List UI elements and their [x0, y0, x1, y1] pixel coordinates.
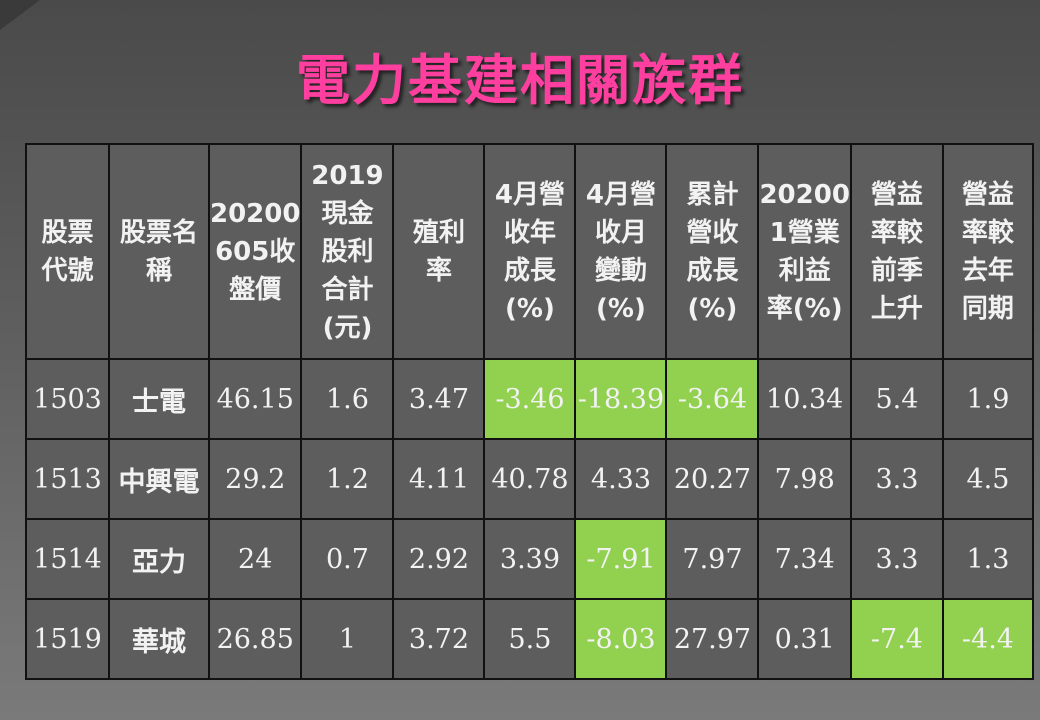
table-row: 1519 華城 26.85 1 3.72 5.5 -8.03 27.97 0.31 -7.4 -4.… — [25, 598, 1034, 680]
stock-name: 亞力 — [108, 518, 210, 600]
table-cell: 0.31 — [757, 598, 852, 680]
stock-name: 中興電 — [108, 438, 210, 520]
table-cell: -8.03 — [574, 598, 668, 680]
table-cell: 3.47 — [392, 358, 486, 440]
table-cell: 4.33 — [574, 438, 668, 520]
table-cell: -3.46 — [483, 358, 577, 440]
table-cell: -7.91 — [574, 518, 668, 600]
slide-title: 電力基建相關族群 — [296, 49, 744, 112]
table-cell: 1514 — [25, 518, 110, 600]
table-cell: -7.4 — [849, 598, 944, 680]
table-cell: 1.2 — [300, 438, 395, 520]
header-cell: 累計 營收 成長 (%) — [665, 143, 760, 360]
header-cell: 20200 1營業 利益 率(%) — [757, 143, 852, 360]
table-cell: 10.34 — [757, 358, 852, 440]
table-cell: 3.3 — [849, 518, 944, 600]
table-cell: 7.34 — [757, 518, 852, 600]
table-cell: 40.78 — [483, 438, 577, 520]
table-cell: 20.27 — [665, 438, 760, 520]
header-cell: 營益 率較 前季 上升 — [849, 143, 944, 360]
stock-name: 華城 — [108, 598, 210, 680]
table-cell: 5.5 — [483, 598, 577, 680]
table-cell: 7.98 — [757, 438, 852, 520]
header-cell: 4月營 收月 變動 (%) — [574, 143, 668, 360]
table-cell: 2.92 — [392, 518, 486, 600]
header-cell: 營益 率較 去年 同期 — [941, 143, 1034, 360]
table-row: 1513 中興電 29.2 1.2 4.11 40.78 4.33 20.27 7.98 3.3 4… — [25, 438, 1034, 520]
table-cell: 26.85 — [207, 598, 303, 680]
table-cell: 24 — [207, 518, 303, 600]
table-cell: 7.97 — [665, 518, 760, 600]
data-table: 股票 代號 股票名 稱 20200 605收 盤價 2019 現金 股利 合計 (元)… — [25, 143, 1034, 680]
header-cell: 股票名 稱 — [108, 143, 210, 360]
corner-shape — [0, 0, 40, 30]
table-cell: 3.72 — [392, 598, 486, 680]
header-cell: 殖利 率 — [392, 143, 486, 360]
table-cell: -3.64 — [665, 358, 760, 440]
table-cell: 1.9 — [941, 358, 1034, 440]
header-cell: 4月營 收年 成長 (%) — [483, 143, 577, 360]
table-cell: 1519 — [25, 598, 110, 680]
table-cell: 1.3 — [941, 518, 1034, 600]
table-cell: -18.39 — [574, 358, 668, 440]
table-cell: 4.11 — [392, 438, 486, 520]
header-cell: 2019 現金 股利 合計 (元) — [300, 143, 395, 360]
table-cell: 1 — [300, 598, 395, 680]
table-row: 1514 亞力 24 0.7 2.92 3.39 -7.91 7.97 7.34 3.3 1.3 — [25, 518, 1034, 600]
table-cell: 46.15 — [207, 358, 303, 440]
table-cell: 1513 — [25, 438, 110, 520]
table-cell: 3.39 — [483, 518, 577, 600]
table-cell: 3.3 — [849, 438, 944, 520]
header-row: 股票 代號 股票名 稱 20200 605收 盤價 2019 現金 股利 合計 (元)… — [25, 143, 1034, 360]
table-cell: 29.2 — [207, 438, 303, 520]
table-cell: -4.4 — [941, 598, 1034, 680]
table-row: 1503 士電 46.15 1.6 3.47 -3.46 -18.39 -3.64 10.34 5… — [25, 358, 1034, 440]
decoration — [0, 0, 40, 30]
table-cell: 0.7 — [300, 518, 395, 600]
stock-name: 士電 — [108, 358, 210, 440]
table-cell: 27.97 — [665, 598, 760, 680]
table-cell: 1.6 — [300, 358, 395, 440]
table-cell: 5.4 — [849, 358, 944, 440]
header-cell: 20200 605收 盤價 — [207, 143, 303, 360]
table-cell: 1503 — [25, 358, 110, 440]
header-cell: 股票 代號 — [25, 143, 110, 360]
table-cell: 4.5 — [941, 438, 1034, 520]
